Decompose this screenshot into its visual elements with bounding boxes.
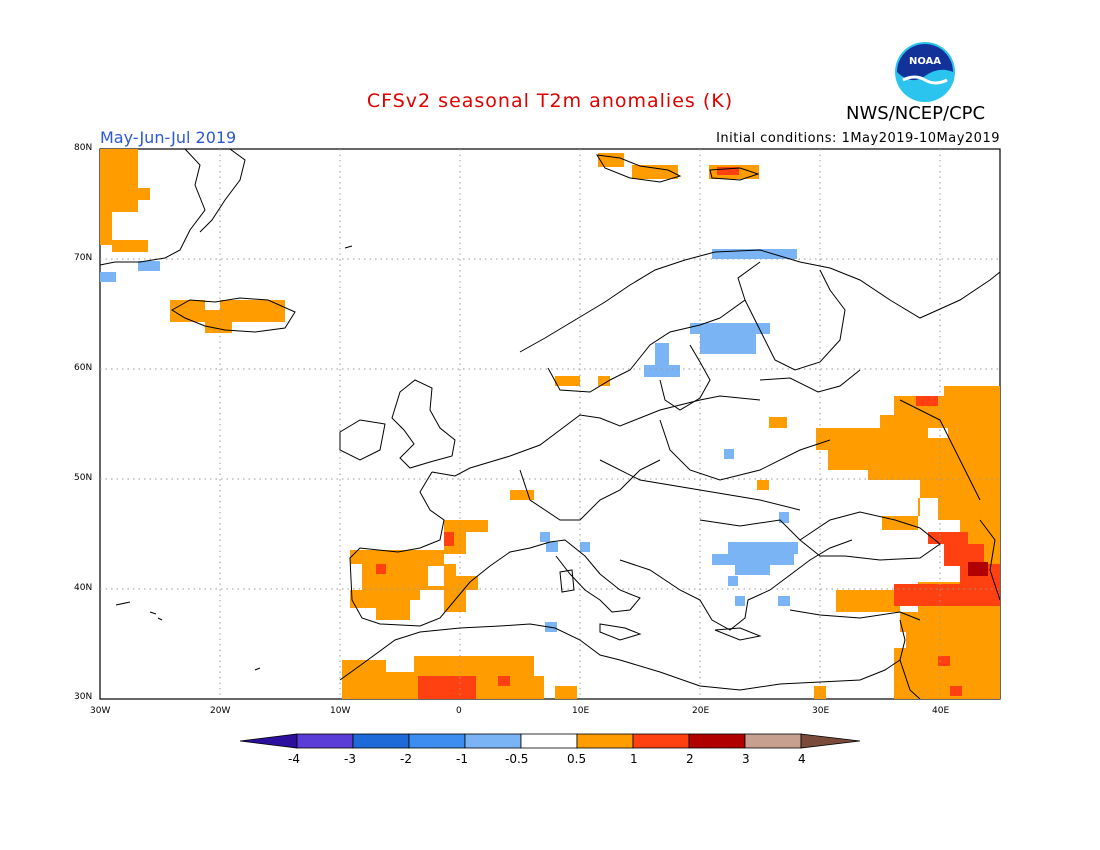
- anomaly-shading: [100, 149, 1000, 699]
- lon-label-30e: 30E: [812, 706, 830, 716]
- lon-label-10e: 10E: [572, 706, 590, 716]
- initial-conditions-label: Initial conditions: 1May2019-10May2019: [716, 131, 1000, 146]
- season-label: May-Jun-Jul 2019: [100, 128, 237, 147]
- lat-label-30n: 30N: [74, 692, 93, 702]
- gridlines: [100, 149, 1000, 699]
- lon-label-10w: 10W: [330, 706, 351, 716]
- lon-label-20w: 20W: [210, 706, 231, 716]
- colorbar-label: 1: [630, 752, 638, 766]
- map-frame: [99, 148, 1001, 700]
- noaa-logo: NOAA: [895, 42, 955, 102]
- lat-label-60n: 60N: [74, 363, 93, 373]
- colorbar-label: -2: [400, 752, 412, 766]
- lat-label-50n: 50N: [74, 473, 93, 483]
- lat-label-80n: 80N: [74, 143, 93, 153]
- noaa-logo-text: NOAA: [909, 56, 941, 67]
- colorbar-label: 3: [742, 752, 750, 766]
- colorbar-label: 2: [686, 752, 694, 766]
- colorbar: [239, 733, 861, 749]
- coastlines: [99, 148, 1001, 700]
- colorbar-label: 4: [798, 752, 806, 766]
- islands: [115, 245, 353, 671]
- lon-label-20e: 20E: [692, 706, 710, 716]
- colorbar-label: -3: [344, 752, 356, 766]
- colorbar-label: -4: [288, 752, 300, 766]
- colorbar-label: 0.5: [567, 752, 587, 766]
- colorbar-label: -0.5: [505, 752, 529, 766]
- lon-label-0: 0: [456, 706, 462, 716]
- lat-label-70n: 70N: [74, 253, 93, 263]
- agency-label: NWS/NCEP/CPC: [846, 103, 986, 124]
- lat-label-40n: 40N: [74, 583, 93, 593]
- lon-label-40e: 40E: [932, 706, 950, 716]
- colorbar-label: -1: [456, 752, 468, 766]
- lon-label-30w: 30W: [90, 706, 111, 716]
- chart-title: CFSv2 seasonal T2m anomalies (K): [366, 90, 734, 112]
